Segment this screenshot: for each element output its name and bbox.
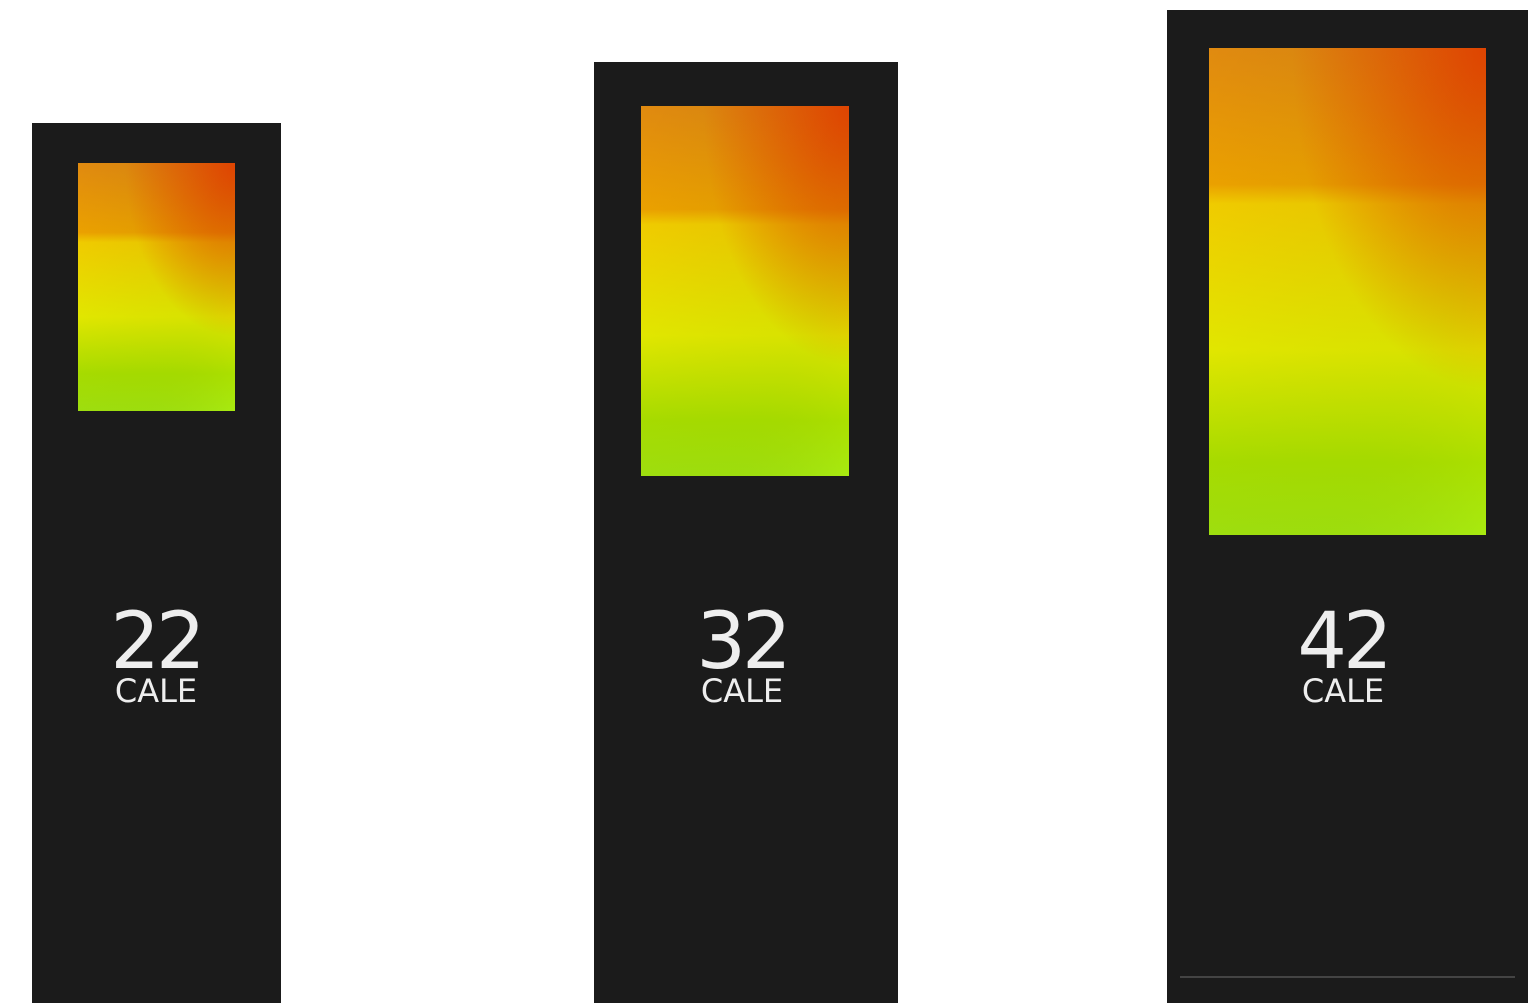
size: 32: [696, 597, 787, 687]
kiosk: 32 CALE: [594, 62, 898, 1003]
screen-shade: [1209, 48, 1486, 535]
screen-shade: [641, 106, 849, 476]
screen-shade: [78, 163, 235, 411]
size: 42: [1297, 597, 1388, 687]
unit: CALE: [701, 672, 783, 710]
unit: CALE: [115, 672, 197, 710]
unit: CALE: [1302, 672, 1384, 710]
kiosk: 22 CALE: [32, 123, 281, 1003]
size: 22: [110, 597, 201, 687]
kiosk: 42 CALE: [1167, 10, 1528, 1003]
